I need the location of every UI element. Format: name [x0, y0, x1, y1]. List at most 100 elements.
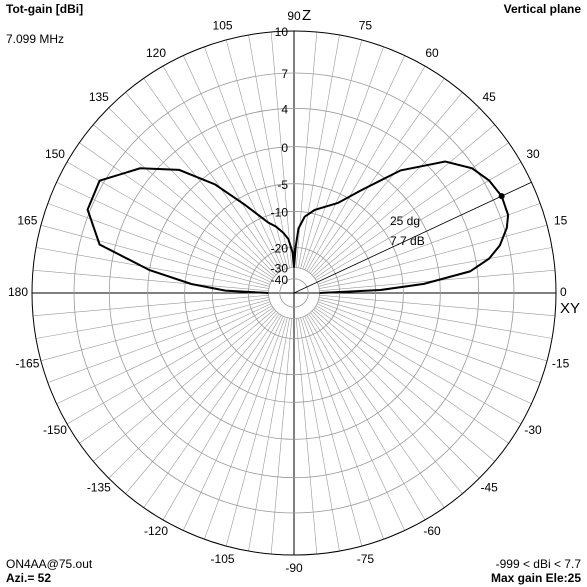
- angle-tick-label: -150: [43, 423, 67, 437]
- angle-tick-label: -30: [524, 423, 542, 437]
- r-tick-label: -30: [271, 262, 289, 276]
- minor-spoke: [302, 316, 384, 540]
- angle-grid-line: [108, 107, 277, 276]
- minor-spoke: [93, 124, 275, 277]
- minor-spoke: [314, 142, 509, 279]
- angle-grid-line: [311, 107, 480, 276]
- minor-spoke: [35, 297, 269, 339]
- angle-grid-line: [300, 39, 363, 269]
- footer-left: Azi.= 52: [6, 571, 51, 585]
- r-tick-label: -20: [271, 242, 289, 256]
- minor-spoke: [248, 318, 290, 552]
- minor-spoke: [295, 318, 318, 555]
- minor-spoke: [310, 92, 463, 274]
- minor-spoke: [302, 46, 384, 270]
- minor-spoke: [308, 78, 445, 273]
- r-tick-label: -5: [277, 178, 288, 192]
- footer-right: Max gain Ele:25: [491, 571, 581, 585]
- minor-spoke: [316, 303, 532, 404]
- plot: [86, 160, 532, 294]
- minor-spoke: [319, 247, 553, 289]
- minor-spoke: [308, 313, 445, 508]
- minor-spoke: [56, 303, 272, 404]
- minor-spoke: [313, 124, 495, 277]
- annotation: 25 dg: [390, 214, 420, 228]
- minor-spoke: [125, 92, 278, 274]
- angle-tick-label: 135: [89, 90, 109, 104]
- minor-spoke: [47, 203, 271, 285]
- minor-spoke: [310, 312, 463, 494]
- grid: 0153045607590105120135150165180-165-150-…: [8, 9, 570, 575]
- angle-grid-line: [315, 305, 522, 425]
- minor-spoke: [313, 309, 495, 462]
- minor-spoke: [304, 55, 405, 271]
- minor-spoke: [204, 46, 286, 270]
- r-grid-circle: [279, 278, 309, 308]
- pattern-line: [86, 160, 510, 294]
- angle-tick-label: 120: [146, 46, 166, 60]
- max-gain-marker: [498, 193, 505, 200]
- minor-spoke: [248, 34, 290, 268]
- angle-grid-line: [162, 65, 282, 272]
- angle-tick-label: 180: [8, 285, 28, 299]
- angle-tick-label: 165: [17, 214, 37, 228]
- minor-spoke: [32, 294, 269, 317]
- angle-tick-label: -45: [480, 480, 498, 494]
- angle-grid-line: [311, 310, 480, 479]
- angle-grid-line: [315, 161, 522, 281]
- minor-spoke: [143, 313, 280, 508]
- footer-right: -999 < dBi < 7.7: [496, 557, 582, 571]
- angle-tick-label: 15: [554, 214, 568, 228]
- angle-tick-label: 0: [560, 285, 567, 299]
- r-grid-circle: [184, 183, 404, 403]
- r-tick-label: -40: [271, 273, 289, 287]
- angle-tick-label: -120: [144, 524, 168, 538]
- angle-tick-label: -15: [552, 357, 570, 371]
- subtitle: 7.099 MHz: [6, 32, 64, 46]
- minor-spoke: [32, 269, 269, 292]
- max-gain-line: [293, 181, 532, 294]
- minor-spoke: [183, 315, 284, 531]
- minor-spoke: [298, 318, 340, 552]
- annotation: 7.7 dB: [390, 234, 425, 248]
- minor-spoke: [317, 301, 541, 383]
- minor-spoke: [35, 247, 269, 289]
- angle-grid-line: [318, 224, 548, 287]
- angle-tick-label: 105: [213, 19, 233, 33]
- angle-grid-line: [40, 224, 270, 287]
- minor-spoke: [47, 301, 271, 383]
- minor-spoke: [319, 297, 553, 339]
- angle-tick-label: -135: [87, 480, 111, 494]
- angle-tick-label: -60: [423, 524, 441, 538]
- angle-grid-line: [66, 305, 273, 425]
- angle-tick-label: -90: [285, 561, 303, 575]
- angle-tick-label: 45: [482, 90, 496, 104]
- angle-grid-line: [66, 161, 273, 281]
- angle-tick-label: 75: [359, 19, 373, 33]
- angle-tick-label: -165: [15, 357, 39, 371]
- minor-spoke: [204, 316, 286, 540]
- angle-grid-line: [318, 299, 548, 362]
- angle-tick-label: 150: [45, 147, 65, 161]
- minor-spoke: [270, 31, 293, 268]
- r-tick-label: 10: [275, 25, 289, 39]
- axis-right-label: XY: [560, 300, 580, 317]
- axis-top-label: Z: [302, 7, 311, 24]
- minor-spoke: [317, 203, 541, 285]
- angle-tick-label: -75: [357, 552, 375, 566]
- minor-spoke: [270, 318, 293, 555]
- r-tick-label: 4: [281, 102, 288, 116]
- angle-grid-line: [306, 314, 426, 521]
- r-grid-circle: [73, 72, 515, 514]
- r-tick-label: 0: [281, 141, 288, 155]
- minor-spoke: [93, 309, 275, 462]
- minor-spoke: [304, 315, 405, 531]
- angle-grid-line: [306, 65, 426, 272]
- angle-tick-label: 60: [425, 46, 439, 60]
- r-grid-circle: [147, 146, 441, 440]
- minor-spoke: [79, 142, 274, 279]
- minor-spoke: [314, 307, 509, 444]
- minor-spoke: [298, 34, 340, 268]
- angle-grid-line: [108, 310, 277, 479]
